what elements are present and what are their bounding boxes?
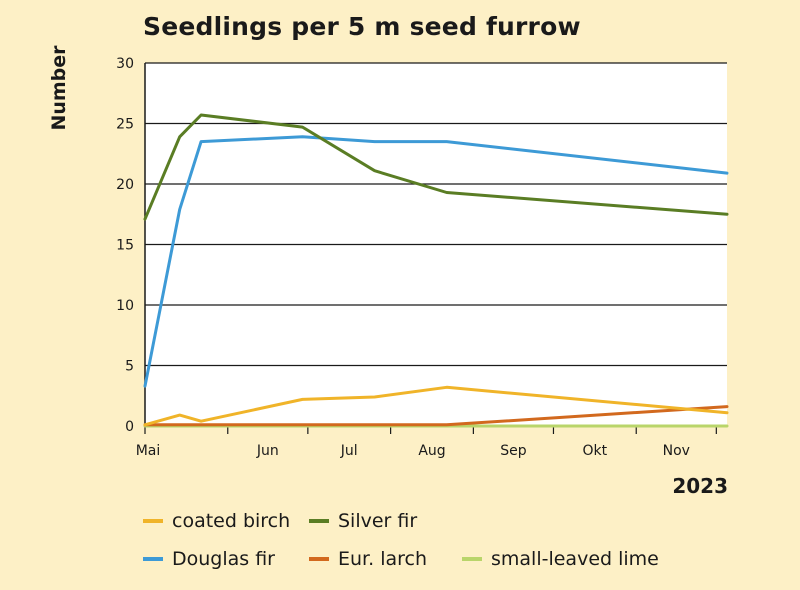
series-line-eur-larch bbox=[143, 405, 729, 427]
series-line-coated-birch bbox=[143, 385, 729, 427]
x-tick-label-nov: Nov bbox=[663, 443, 690, 459]
legend-item-eur-larch: Eur. larch bbox=[309, 548, 427, 570]
legend-item-coated-birch: coated birch bbox=[143, 510, 290, 532]
legend-label-douglas-fir: Douglas fir bbox=[172, 548, 275, 570]
series-line-silver-fir bbox=[143, 113, 729, 221]
x-tick-label-mai: Mai bbox=[136, 443, 161, 459]
x-tick-label-okt: Okt bbox=[583, 443, 608, 459]
chart-title: Seedlings per 5 m seed furrow bbox=[143, 12, 581, 41]
legend-label-small-leaved-lime: small-leaved lime bbox=[491, 548, 659, 570]
legend-item-douglas-fir: Douglas fir bbox=[143, 548, 275, 570]
x-axis-year-label: 2023 bbox=[672, 474, 728, 498]
y-tick-label-20: 20 bbox=[116, 177, 134, 193]
legend-swatch-coated-birch bbox=[143, 519, 163, 523]
x-tick-label-aug: Aug bbox=[418, 443, 445, 459]
y-tick-label-0: 0 bbox=[125, 419, 134, 435]
series-line-douglas-fir bbox=[143, 135, 729, 388]
y-tick-label-25: 25 bbox=[116, 117, 134, 133]
legend-label-eur-larch: Eur. larch bbox=[338, 548, 427, 570]
y-tick-label-15: 15 bbox=[116, 238, 134, 254]
legend-swatch-silver-fir bbox=[309, 519, 329, 523]
x-tick-label-jul: Jul bbox=[340, 443, 358, 459]
y-tick-label-10: 10 bbox=[116, 298, 134, 314]
legend-item-silver-fir: Silver fir bbox=[309, 510, 417, 532]
x-tick-label-sep: Sep bbox=[500, 443, 527, 459]
legend-swatch-douglas-fir bbox=[143, 557, 163, 561]
x-tick-label-jun: Jun bbox=[256, 443, 279, 459]
legend-item-small-leaved-lime: small-leaved lime bbox=[462, 548, 659, 570]
y-tick-label-5: 5 bbox=[125, 359, 134, 375]
y-tick-label-30: 30 bbox=[116, 56, 134, 72]
legend-label-coated-birch: coated birch bbox=[172, 510, 291, 532]
legend-label-silver-fir: Silver fir bbox=[338, 510, 418, 532]
legend-swatch-eur-larch bbox=[309, 557, 329, 561]
legend-swatch-small-leaved-lime bbox=[462, 557, 482, 561]
